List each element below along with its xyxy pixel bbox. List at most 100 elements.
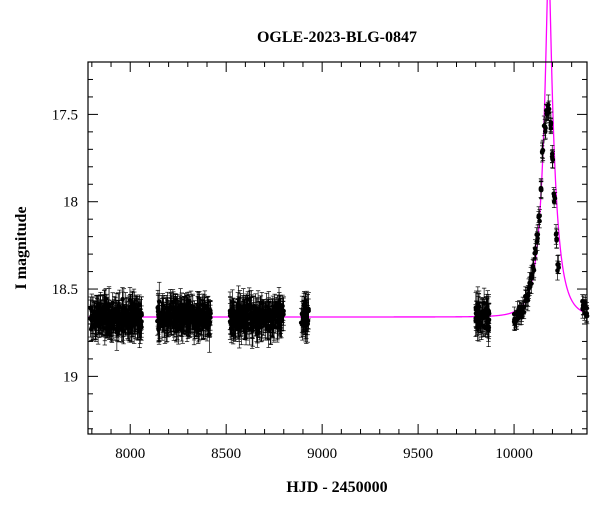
data-point-marker <box>530 263 536 269</box>
data-point <box>268 308 273 345</box>
data-point <box>267 300 273 322</box>
data-point-marker <box>551 199 557 204</box>
data-point <box>538 180 544 200</box>
data-point-marker <box>201 310 207 315</box>
data-point <box>184 309 190 334</box>
data-point <box>138 299 143 332</box>
data-point <box>89 309 95 331</box>
chart-title: OGLE-2023-BLG-0847 <box>257 29 417 46</box>
data-point <box>531 259 537 281</box>
data-point <box>473 310 479 332</box>
data-point-marker <box>197 311 202 316</box>
data-point-marker <box>171 324 177 330</box>
data-point <box>281 296 286 326</box>
data-point <box>111 299 117 330</box>
data-point-marker <box>160 310 165 316</box>
data-point <box>229 304 235 330</box>
data-point <box>161 302 166 333</box>
data-point-marker <box>90 312 96 318</box>
data-point-marker <box>131 305 137 311</box>
y-tick-label: 19 <box>63 369 78 385</box>
data-point-marker <box>172 318 178 324</box>
data-point-marker <box>303 318 309 323</box>
data-point-marker <box>258 307 263 313</box>
data-point <box>477 302 483 323</box>
data-point-marker <box>92 322 98 327</box>
data-point <box>114 314 120 351</box>
data-point-marker <box>268 324 273 329</box>
data-point-marker <box>531 267 537 273</box>
data-point-marker <box>119 327 124 333</box>
data-point <box>101 290 107 323</box>
data-point-marker <box>126 323 132 329</box>
data-point <box>126 317 132 335</box>
data-point-marker <box>184 319 190 324</box>
data-point-marker <box>546 110 551 115</box>
data-point <box>155 289 161 327</box>
data-point <box>272 298 277 329</box>
data-point-marker <box>179 325 184 330</box>
x-tick-label: 9500 <box>403 446 433 462</box>
model-curve <box>88 0 588 318</box>
data-point-marker <box>553 232 559 237</box>
data-point <box>247 312 253 346</box>
data-point-marker <box>236 302 241 308</box>
data-point-marker <box>185 312 191 318</box>
data-point-marker <box>538 187 544 193</box>
data-point <box>540 141 545 159</box>
data-point-marker <box>128 311 134 316</box>
data-point-marker <box>476 304 482 309</box>
data-point <box>185 296 191 333</box>
data-point-marker <box>168 304 173 310</box>
data-point-marker <box>111 312 117 317</box>
data-point-marker <box>89 317 95 323</box>
data-point <box>553 224 559 245</box>
data-point <box>179 318 184 337</box>
x-axis-label: HJD - 2450000 <box>286 479 387 496</box>
data-point-marker <box>176 314 181 320</box>
y-axis-label: I magnitude <box>13 206 30 289</box>
data-point-marker <box>121 316 127 321</box>
data-point-marker <box>201 323 206 329</box>
axis-tick-labels-layer: 8000 8500 9000 9500 10000 17.5 18 18.5 19 <box>52 107 533 462</box>
data-point-marker <box>254 321 259 326</box>
data-point <box>298 307 304 338</box>
data-point <box>244 305 249 328</box>
x-tick-label: 8000 <box>115 446 145 462</box>
data-point-marker <box>274 312 280 318</box>
data-point-marker <box>166 310 171 316</box>
data-point-marker <box>301 310 307 316</box>
data-point-marker <box>155 305 161 311</box>
data-point <box>482 301 488 321</box>
data-point-marker <box>259 316 265 322</box>
data-point <box>131 298 137 318</box>
data-point <box>549 144 555 163</box>
data-point <box>274 301 280 329</box>
data-point-marker <box>97 321 102 326</box>
data-point <box>259 299 265 339</box>
data-point <box>194 307 199 338</box>
data-point-marker <box>277 315 283 321</box>
data-point <box>551 195 557 208</box>
model-curve-layer <box>88 0 588 318</box>
axis-ticks-layer <box>88 61 587 434</box>
data-point-marker <box>194 319 199 325</box>
data-point <box>481 315 487 337</box>
data-point-marker <box>475 320 480 325</box>
data-point-marker <box>247 326 253 332</box>
data-point <box>191 310 197 346</box>
data-point-marker <box>242 328 247 334</box>
data-point-marker <box>191 325 197 331</box>
data-point-marker <box>108 321 113 327</box>
data-point <box>520 296 526 317</box>
data-point <box>277 302 283 334</box>
data-point-marker <box>303 306 308 312</box>
data-point <box>113 292 119 326</box>
data-point-marker <box>181 314 187 320</box>
data-point <box>239 306 244 333</box>
data-point-marker <box>106 317 112 323</box>
data-point-marker <box>229 322 234 327</box>
data-point <box>106 305 112 335</box>
data-point-marker <box>281 308 286 314</box>
